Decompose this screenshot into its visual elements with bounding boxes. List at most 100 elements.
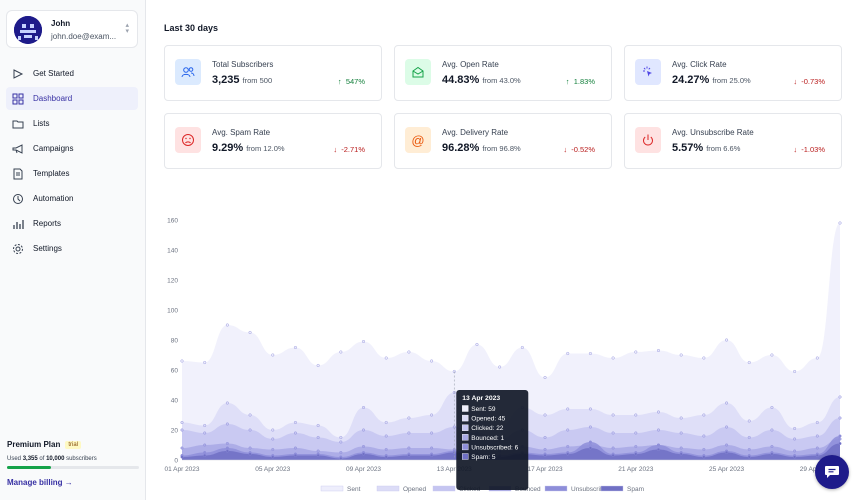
sidebar-item-templates[interactable]: Templates [6, 162, 138, 185]
manage-billing-link[interactable]: Manage billing → [7, 478, 73, 487]
data-point-clicked [203, 431, 207, 435]
data-point-spam [770, 452, 774, 456]
stat-label: Avg. Open Rate [442, 60, 499, 69]
data-point-opened [815, 420, 819, 424]
data-point-sent [588, 351, 592, 355]
data-point-bounced [634, 444, 638, 448]
legend-swatch [600, 485, 624, 492]
series-area-sent [182, 223, 840, 460]
data-point-sent [430, 359, 434, 363]
user-email: john.doe@exam... [51, 32, 117, 41]
sidebar-item-lists[interactable]: Lists [6, 112, 138, 135]
stat-label: Avg. Unsubscribe Rate [672, 128, 754, 137]
y-tick-label: 100 [167, 308, 178, 315]
legend-swatch [544, 485, 568, 492]
tooltip-line: Opened: 45 [471, 416, 505, 423]
sidebar-item-reports[interactable]: Reports [6, 212, 138, 235]
data-point-opened [430, 413, 434, 417]
megaphone-icon [11, 142, 25, 156]
data-point-spam [384, 455, 388, 459]
stat-delta: ↓ -1.03% [793, 145, 825, 154]
data-point-spam [702, 455, 706, 459]
data-point-sent [362, 339, 366, 343]
legend-label: Spam [627, 486, 644, 493]
envelope-open-icon [405, 59, 431, 85]
y-tick-label: 120 [167, 278, 178, 285]
data-point-sent [611, 356, 615, 360]
sidebar-item-dashboard[interactable]: Dashboard [6, 87, 138, 110]
data-point-bounced [271, 447, 275, 451]
data-point-clicked [770, 428, 774, 432]
arrow-down-icon: ↓ [793, 77, 798, 86]
data-point-bounced [725, 443, 729, 447]
data-point-sent [838, 221, 842, 225]
legend-label: Sent [347, 486, 361, 493]
data-point-spam [543, 453, 547, 457]
plan-usage-text: Used 3,355 of 10,000 subscribers [7, 456, 97, 462]
data-point-clicked [838, 416, 842, 420]
sidebar-item-automation[interactable]: Automation [6, 187, 138, 210]
data-point-spam [838, 441, 842, 445]
usage-progress-fill [7, 466, 52, 469]
data-point-spam [611, 453, 615, 457]
data-point-clicked [384, 434, 388, 438]
arrow-down-icon: ↓ [563, 145, 568, 154]
tooltip-swatch [462, 424, 469, 431]
sidebar-item-campaigns[interactable]: Campaigns [6, 137, 138, 160]
plan-title: Premium Plan [7, 440, 61, 449]
data-point-opened [634, 413, 638, 417]
data-point-opened [656, 410, 660, 414]
x-tick-label: 21 Apr 2023 [618, 466, 653, 473]
data-point-opened [725, 401, 729, 405]
data-point-opened [362, 405, 366, 409]
tooltip-line: Sent: 59 [471, 406, 496, 413]
y-tick-label: 140 [167, 248, 178, 255]
sidebar-item-label: Settings [33, 244, 62, 253]
data-point-spam [225, 449, 229, 453]
data-point-sent [339, 350, 343, 354]
period-heading: Last 30 days [164, 23, 219, 33]
data-point-spam [566, 452, 570, 456]
subscriber-activity-chart[interactable]: 0 20 40 60 80 100 120 140 160 01 Apr 2023 05 Apr 2… [146, 210, 860, 500]
account-switcher[interactable]: John john.doe@exam... ▴ ▾ [6, 10, 138, 48]
data-point-opened [702, 413, 706, 417]
data-point-clicked [543, 435, 547, 439]
data-point-unsubscribed [656, 443, 660, 447]
data-point-bounced [793, 449, 797, 453]
tooltip-box [456, 390, 529, 490]
data-point-bounced [611, 446, 615, 450]
data-point-clicked [679, 431, 683, 435]
stat-previous: from 6.6% [706, 144, 741, 153]
x-tick-label: 13 Apr 2023 [437, 466, 472, 473]
data-point-bounced [248, 446, 252, 450]
stat-previous: from 12.0% [246, 144, 285, 153]
stat-delta: ↓ -0.73% [793, 77, 825, 86]
data-point-sent [679, 353, 683, 357]
data-point-sent [271, 353, 275, 357]
data-point-sent [566, 351, 570, 355]
plan-panel: Premium Plan trial Used 3,355 of 10,000 … [7, 440, 139, 487]
data-point-opened [271, 428, 275, 432]
users-icon [175, 59, 201, 85]
data-point-unsubscribed [588, 440, 592, 444]
stat-previous: from 96.8% [482, 144, 521, 153]
legend-label: Opened [403, 486, 427, 493]
data-point-spam [203, 453, 207, 457]
data-point-opened [543, 413, 547, 417]
sidebar-item-get-started[interactable]: Get Started [6, 62, 138, 85]
data-point-clicked [815, 434, 819, 438]
data-point-bounced [770, 444, 774, 448]
chat-support-button[interactable] [815, 455, 849, 489]
sidebar-item-settings[interactable]: Settings [6, 237, 138, 260]
data-point-opened [316, 423, 320, 427]
data-point-spam [293, 453, 297, 457]
data-point-opened [838, 395, 842, 399]
data-point-opened [566, 407, 570, 411]
data-point-spam [180, 455, 184, 459]
grid-icon [11, 92, 25, 106]
data-point-opened [293, 420, 297, 424]
arrow-up-icon: ↑ [565, 77, 570, 86]
tooltip-swatch [462, 405, 469, 412]
data-point-spam [588, 446, 592, 450]
legend-swatch [376, 485, 400, 492]
